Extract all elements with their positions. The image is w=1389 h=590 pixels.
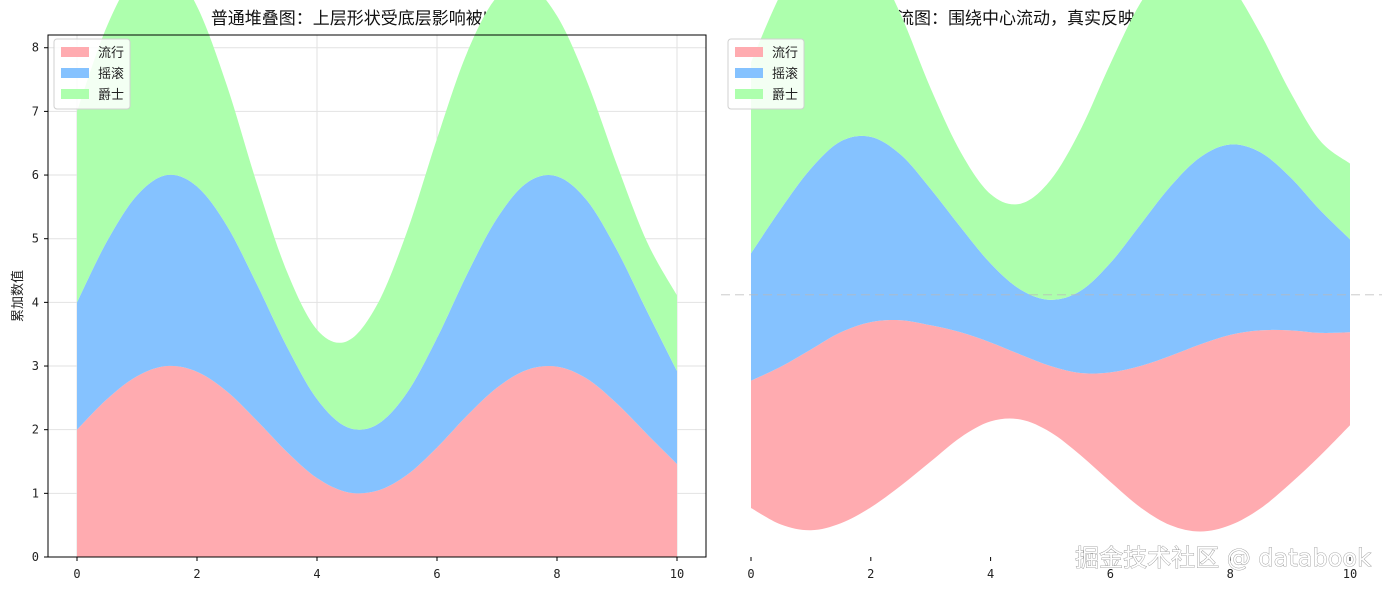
legend-swatch-series-0: [735, 47, 763, 57]
legend-swatch-series-0: [61, 47, 89, 57]
stream-chart-areas: [751, 0, 1350, 532]
stream-area-series-0: [751, 319, 1350, 532]
y-tick-label: 0: [32, 550, 39, 564]
x-tick-label: 0: [73, 567, 80, 581]
legend-swatch-series-2: [61, 89, 89, 99]
x-tick-label: 4: [313, 567, 320, 581]
stacked-chart-frame: [47, 34, 707, 558]
y-tick-label: 1: [32, 486, 39, 500]
y-tick-label: 3: [32, 359, 39, 373]
stream-chart-x-axis: 0 2 4 6 8 10: [747, 557, 1357, 581]
stacked-chart: 普通堆叠图：上层形状受底层影响被'顶'歪了 0 2 4 6 8 10 012345678 …: [10, 0, 707, 581]
legend-label-series-0: 流行: [98, 46, 124, 61]
y-tick-label: 4: [32, 295, 39, 309]
legend-swatch-series-2: [735, 89, 763, 99]
x-tick-label: 10: [1343, 567, 1357, 581]
stacked-area-series-1: [77, 174, 677, 494]
legend-label-series-1: 摇滚: [772, 66, 798, 82]
y-tick-label: 2: [32, 423, 39, 437]
legend-label-series-2: 爵士: [772, 88, 798, 103]
stacked-chart-x-axis: 0 2 4 6 8 10: [73, 557, 684, 581]
legend-swatch-series-1: [61, 68, 89, 78]
stacked-chart-areas: [77, 0, 677, 557]
stream-chart-title: 流图：围绕中心流动，真实反映各层厚度: [897, 9, 1203, 29]
stacked-chart-ylabel: 累加数值: [10, 270, 26, 322]
y-tick-label: 6: [32, 168, 39, 182]
x-tick-label: 8: [1227, 567, 1234, 581]
y-tick-label: 8: [32, 41, 39, 55]
y-tick-label: 5: [32, 232, 39, 246]
stacked-chart-title: 普通堆叠图：上层形状受底层影响被'顶'歪了: [211, 9, 543, 29]
x-tick-label: 8: [553, 567, 560, 581]
y-tick-label: 7: [32, 104, 39, 118]
legend-label-series-2: 爵士: [98, 88, 124, 103]
stacked-area-series-2: [77, 0, 677, 430]
x-tick-label: 6: [433, 567, 440, 581]
x-tick-label: 0: [747, 567, 754, 581]
stacked-chart-y-axis: 0 1 2 3 4 5 6 7 8: [32, 41, 48, 564]
x-tick-label: 2: [867, 567, 874, 581]
legend-label-series-1: 摇滚: [98, 66, 124, 82]
x-tick-label: 6: [1107, 567, 1114, 581]
stream-area-series-1: [751, 135, 1350, 381]
legend-label-series-0: 流行: [772, 46, 798, 61]
x-tick-label: 2: [193, 567, 200, 581]
watermark: 掘金技术社区 @ databook: [1075, 544, 1371, 572]
x-tick-label: 10: [670, 567, 684, 581]
legend-swatch-series-1: [735, 68, 763, 78]
x-tick-label: 4: [987, 567, 994, 581]
stacked-area-series-0: [77, 365, 677, 557]
stream-area-series-2: [751, 0, 1350, 300]
